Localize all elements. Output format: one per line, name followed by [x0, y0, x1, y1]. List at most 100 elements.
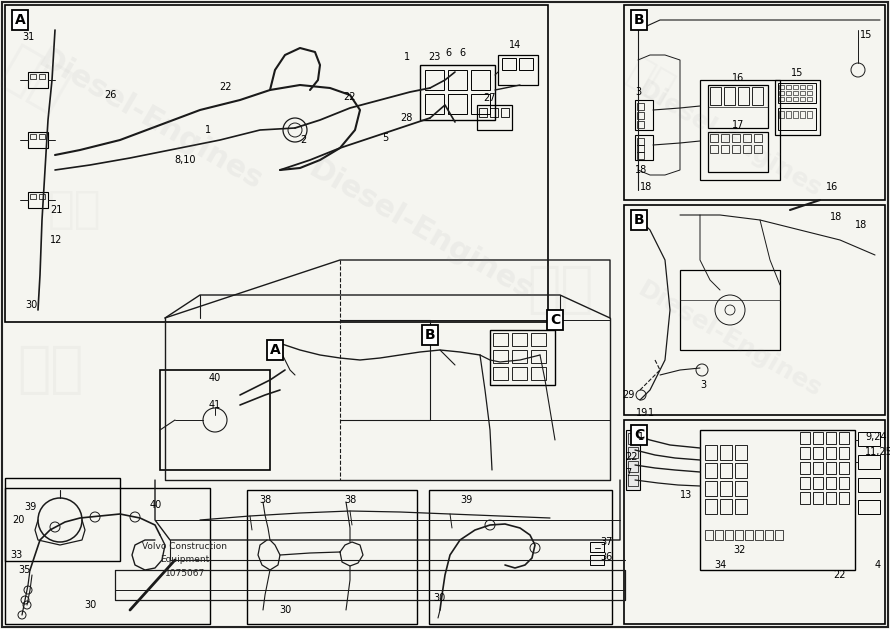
Bar [778, 108, 816, 130]
Text: C: C [550, 313, 560, 327]
Bar [30, 194, 36, 199]
Text: 18: 18 [830, 212, 842, 222]
Bar [624, 205, 885, 415]
Bar [800, 492, 810, 504]
Bar [705, 481, 717, 496]
Text: A: A [14, 13, 26, 27]
Bar [807, 85, 812, 89]
Bar [735, 463, 747, 478]
Bar [745, 530, 753, 540]
Bar [471, 70, 490, 90]
Bar [626, 430, 640, 490]
Text: 18: 18 [640, 182, 652, 192]
Bar [493, 367, 508, 380]
Bar [471, 94, 490, 114]
Bar [778, 83, 816, 103]
Text: 8,10: 8,10 [174, 155, 196, 165]
Bar [425, 94, 444, 114]
Bar [721, 134, 729, 142]
Bar [637, 112, 644, 119]
Bar [800, 85, 805, 89]
Bar [839, 492, 849, 504]
Bar [39, 134, 45, 139]
Bar [720, 463, 732, 478]
Text: 4: 4 [875, 560, 881, 570]
Text: 35: 35 [18, 565, 30, 575]
Bar [732, 145, 740, 153]
Bar [5, 5, 548, 322]
Text: 29: 29 [623, 390, 635, 400]
Bar [590, 542, 604, 552]
Bar [826, 447, 836, 459]
Bar [705, 499, 717, 514]
Bar [425, 70, 444, 90]
Text: 柴友: 柴友 [620, 52, 680, 108]
Text: 22: 22 [344, 92, 356, 102]
Text: 柴友: 柴友 [0, 40, 77, 120]
Bar [807, 111, 812, 118]
Bar [624, 5, 885, 200]
Bar [700, 80, 780, 180]
Bar [800, 462, 810, 474]
Bar [720, 499, 732, 514]
Text: 动力: 动力 [527, 263, 594, 317]
Bar [720, 481, 732, 496]
Text: Diesel-Engines: Diesel-Engines [303, 154, 537, 306]
Text: 动力: 动力 [48, 189, 101, 231]
Bar [839, 447, 849, 459]
Bar [779, 111, 784, 118]
Bar [512, 367, 527, 380]
Text: 6: 6 [445, 48, 451, 58]
Bar [708, 132, 768, 172]
Bar [839, 477, 849, 489]
Bar [858, 478, 880, 492]
Bar [754, 134, 762, 142]
Text: 5: 5 [382, 133, 388, 143]
Bar [786, 111, 791, 118]
Bar [429, 490, 612, 624]
Bar [793, 111, 798, 118]
Bar [708, 85, 768, 128]
Bar [247, 490, 417, 624]
Bar [624, 420, 885, 624]
Bar [800, 432, 810, 444]
Bar [710, 134, 718, 142]
Text: Diesel-Engines: Diesel-Engines [634, 77, 826, 203]
Bar [735, 445, 747, 460]
Bar [807, 97, 812, 101]
Text: 40: 40 [150, 500, 162, 510]
Bar [628, 447, 638, 458]
Text: 22: 22 [625, 452, 637, 462]
Bar [793, 85, 798, 89]
Bar [512, 350, 527, 363]
Bar [512, 333, 527, 346]
Bar [39, 194, 45, 199]
Bar [779, 91, 784, 95]
Text: 31: 31 [22, 32, 34, 42]
Bar [813, 447, 823, 459]
Bar [786, 85, 791, 89]
Text: 36: 36 [600, 552, 612, 562]
Text: 21: 21 [50, 205, 62, 215]
Text: 16: 16 [826, 182, 838, 192]
Bar [735, 530, 743, 540]
Bar [637, 121, 644, 128]
Bar [721, 145, 729, 153]
Text: 16: 16 [732, 73, 744, 83]
Bar [813, 477, 823, 489]
Bar [493, 333, 508, 346]
Bar [724, 87, 735, 105]
Bar [735, 499, 747, 514]
Bar [725, 530, 733, 540]
Bar [813, 462, 823, 474]
Text: B: B [634, 13, 644, 27]
Text: 40: 40 [209, 373, 221, 383]
Bar [720, 445, 732, 460]
Bar [5, 488, 210, 624]
Bar [635, 135, 653, 160]
Bar [705, 463, 717, 478]
Text: 18: 18 [855, 220, 867, 230]
Bar [502, 58, 516, 70]
Text: 11,25: 11,25 [865, 447, 890, 457]
Bar [710, 145, 718, 153]
